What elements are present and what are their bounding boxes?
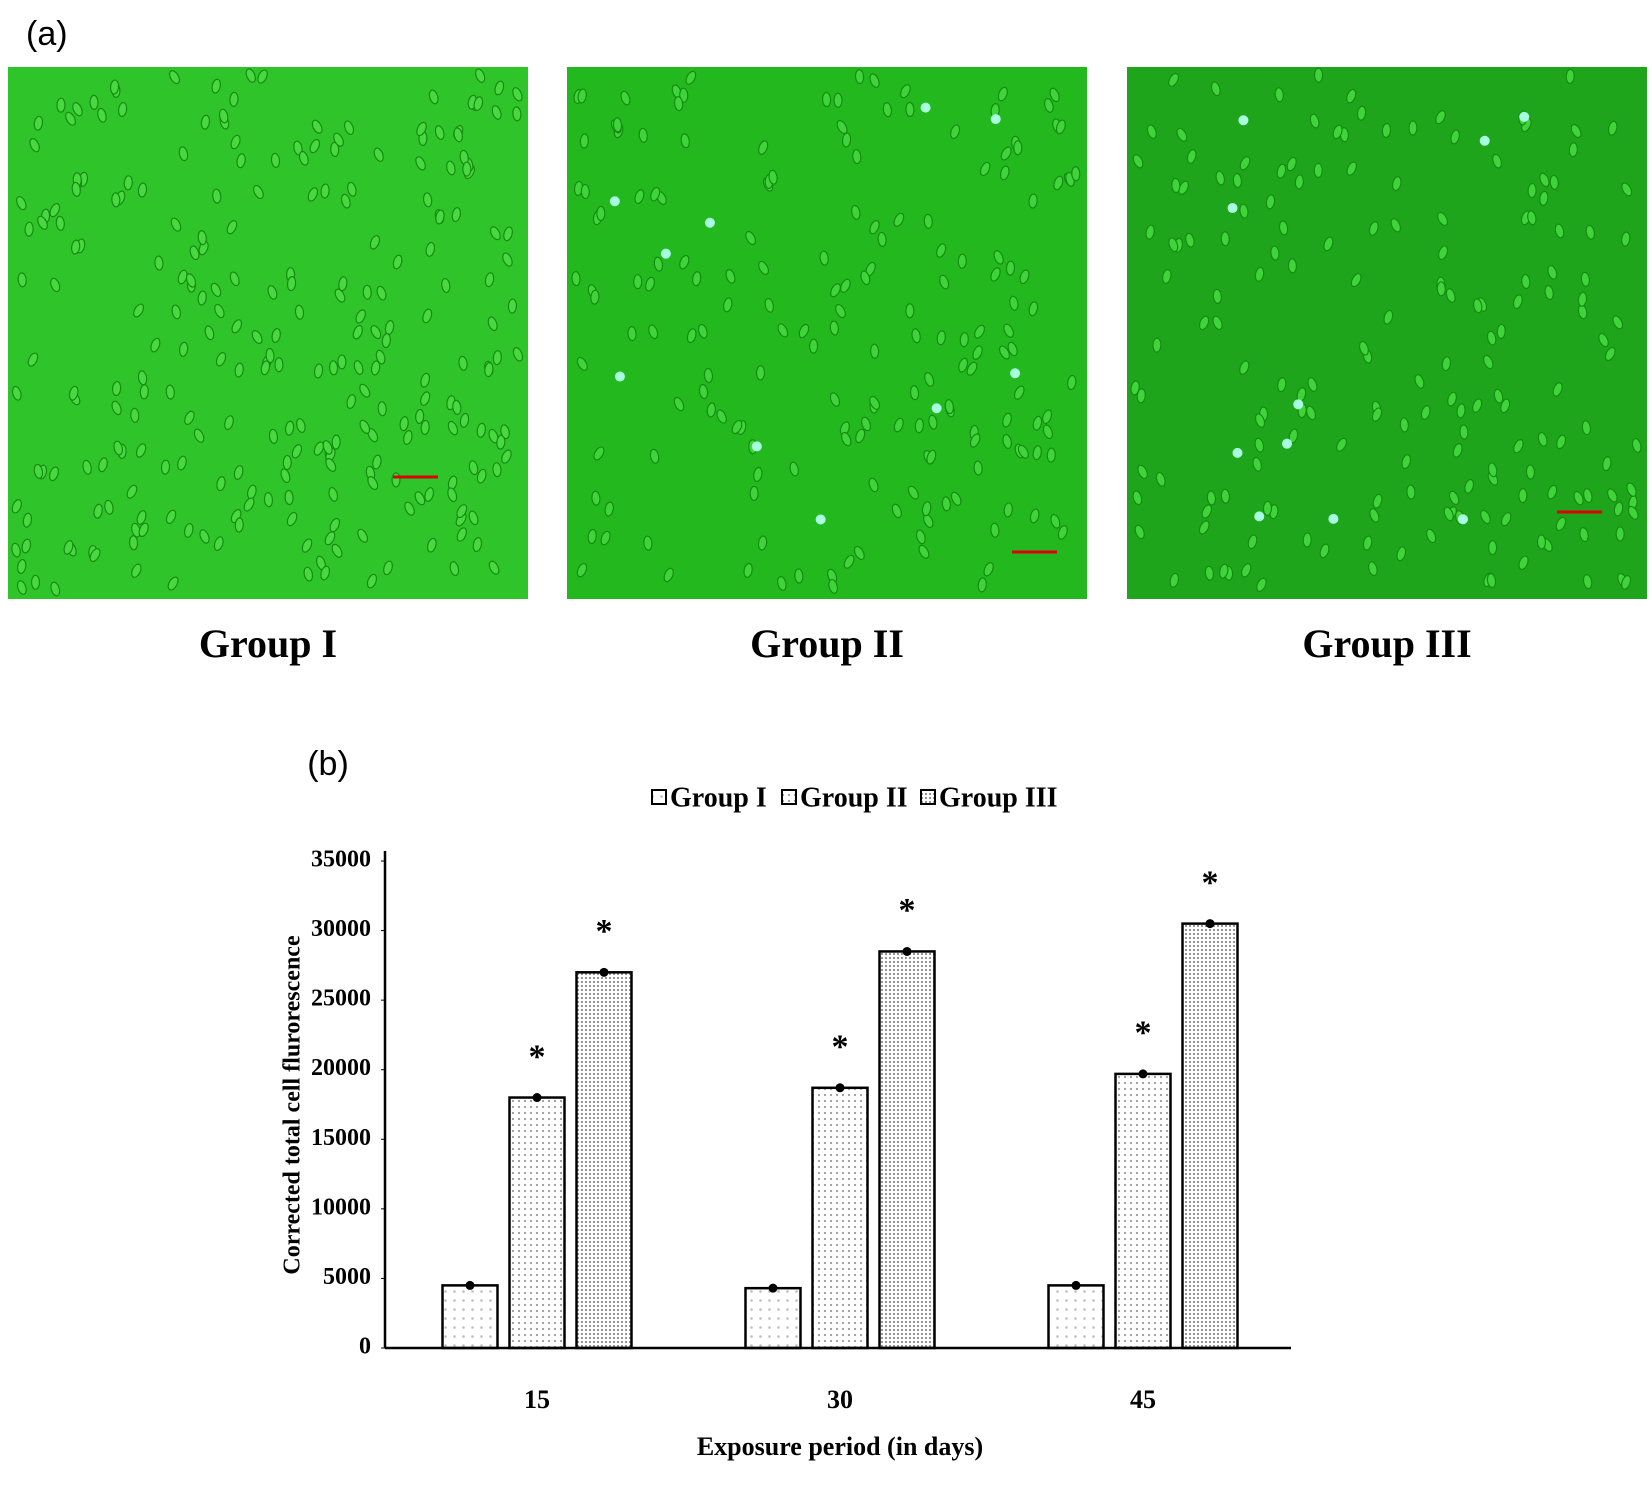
bar bbox=[878, 950, 936, 1350]
error-cap bbox=[599, 967, 609, 977]
x-axis-label: Exposure period (in days) bbox=[697, 1432, 983, 1461]
error-cap bbox=[835, 1083, 845, 1093]
micrograph: Group III bbox=[1127, 67, 1647, 666]
legend-swatch bbox=[651, 789, 667, 805]
bar bbox=[575, 971, 633, 1350]
x-tick-label: 15 bbox=[524, 1385, 550, 1414]
y-tick-label: 10000 bbox=[311, 1194, 371, 1220]
significance-marker: * bbox=[832, 1029, 849, 1066]
bar bbox=[508, 1096, 566, 1350]
y-tick-label: 20000 bbox=[311, 1055, 371, 1081]
y-axis-label: Corrected total cell flurorescence bbox=[280, 935, 306, 1275]
legend: Group I Group II Group III bbox=[651, 782, 1058, 813]
image-caption: Group III bbox=[1302, 621, 1471, 666]
y-tick-label: 35000 bbox=[311, 847, 371, 873]
significance-marker: * bbox=[1135, 1015, 1152, 1052]
significance-marker: * bbox=[529, 1038, 546, 1075]
bar bbox=[811, 1086, 869, 1350]
bar bbox=[744, 1286, 802, 1350]
legend-label: Group III bbox=[939, 782, 1058, 813]
y-tick-label: 15000 bbox=[311, 1125, 371, 1151]
y-tick-label: 0 bbox=[359, 1334, 371, 1360]
significance-marker: * bbox=[1202, 864, 1219, 901]
error-cap bbox=[1205, 919, 1215, 929]
error-cap bbox=[768, 1283, 778, 1293]
error-cap bbox=[1138, 1069, 1148, 1079]
bar bbox=[1047, 1284, 1105, 1350]
y-tick-label: 30000 bbox=[311, 916, 371, 942]
x-tick-label: 30 bbox=[827, 1385, 853, 1414]
legend-swatch bbox=[781, 789, 797, 805]
legend-label: Group I bbox=[670, 782, 767, 813]
panel-label: (a) bbox=[26, 15, 68, 53]
plot: 0 5000 10000 15000 20000 25000 30000 35000 15 * * 3… bbox=[311, 847, 1291, 1414]
y-tick-label: 25000 bbox=[311, 986, 371, 1012]
x-tick-label: 45 bbox=[1130, 1385, 1156, 1414]
error-cap bbox=[1071, 1280, 1081, 1290]
micrograph: Group II bbox=[567, 67, 1087, 666]
micrograph: Group I bbox=[8, 67, 528, 666]
significance-marker: * bbox=[899, 892, 916, 929]
image-caption: Group II bbox=[750, 621, 904, 666]
bar bbox=[1114, 1072, 1172, 1350]
panel-label: (b) bbox=[307, 745, 349, 783]
significance-marker: * bbox=[596, 913, 613, 950]
legend-label: Group II bbox=[800, 782, 908, 813]
bar bbox=[1181, 922, 1239, 1350]
bar bbox=[441, 1284, 499, 1350]
error-cap bbox=[532, 1093, 542, 1103]
legend-swatch bbox=[920, 789, 936, 805]
image-caption: Group I bbox=[199, 621, 337, 666]
error-cap bbox=[465, 1280, 475, 1290]
micrographs: Group I Group II Group III bbox=[8, 67, 1647, 666]
y-tick-label: 5000 bbox=[323, 1264, 371, 1290]
error-cap bbox=[902, 946, 912, 956]
